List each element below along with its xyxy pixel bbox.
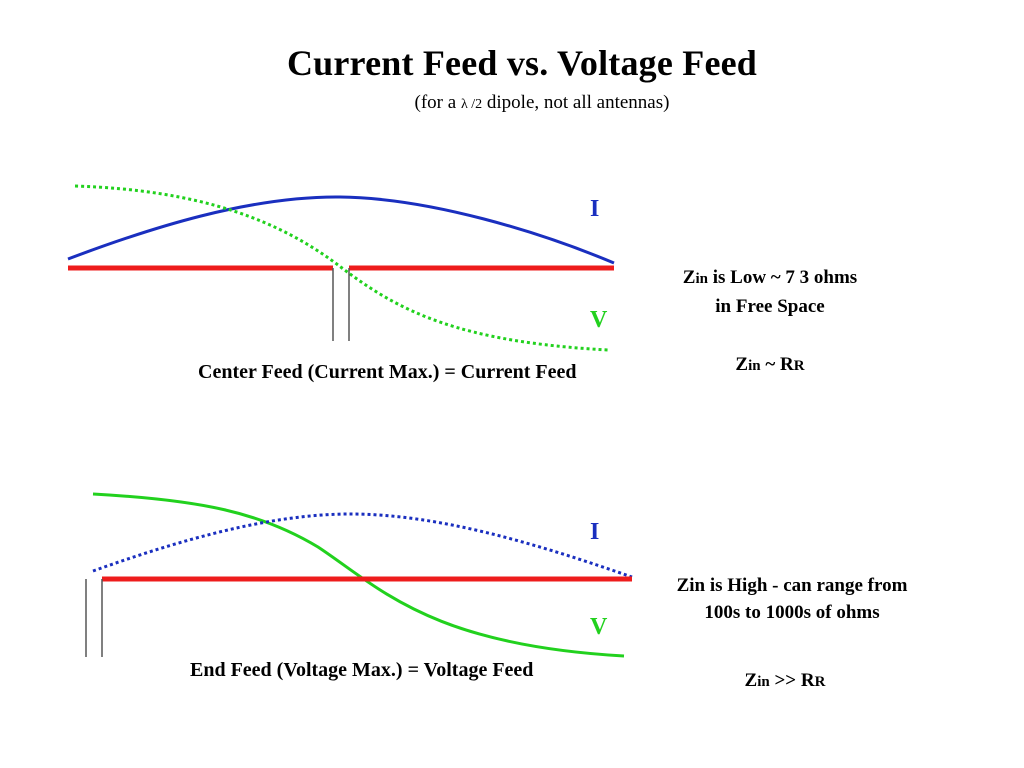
in-subscript: in — [695, 271, 708, 287]
center-voltage-label: V — [590, 307, 608, 333]
lambda-symbol: λ /2 — [460, 97, 483, 112]
end-current-curve — [92, 512, 633, 579]
z-symbol: Z — [682, 267, 696, 288]
end-feed-diagram — [85, 492, 633, 658]
end-voltage-curve — [92, 492, 625, 658]
center-feed-diagram — [67, 184, 615, 352]
center-note-line1-text: is Low ~ 7 3 ohms — [707, 267, 858, 288]
center-feed-caption: Center Feed (Current Max.) = Current Fee… — [198, 361, 577, 383]
z-symbol: Z — [735, 354, 749, 375]
center-note-line1: Zin is Low ~ 7 3 ohms — [640, 264, 900, 293]
relation-operator: >> R — [769, 670, 815, 691]
center-feed-note: Zin is Low ~ 7 3 ohms in Free Space — [640, 264, 900, 320]
end-current-label: I — [590, 519, 600, 545]
end-feed-note: Zin is High - can range from 100s to 100… — [642, 572, 942, 626]
in-subscript: in — [757, 674, 770, 690]
subtitle-prefix: (for a — [414, 92, 461, 113]
center-voltage-curve — [74, 184, 609, 352]
in-subscript: in — [748, 358, 761, 374]
subtitle-suffix: dipole, not all antennas) — [482, 92, 670, 113]
center-note-line2: in Free Space — [715, 296, 825, 317]
center-current-label: I — [590, 196, 600, 222]
r-subscript: R — [793, 358, 805, 374]
z-symbol: Z — [744, 670, 758, 691]
end-note-line1: Zin is High - can range from — [676, 575, 908, 596]
center-current-curve — [67, 195, 615, 265]
end-voltage-label: V — [590, 614, 608, 640]
end-note-line2: 100s to 1000s of ohms — [704, 602, 880, 623]
end-feed-relation: Zin >> RR — [655, 667, 915, 696]
page-subtitle: (for a λ /2 dipole, not all antennas) — [0, 92, 1024, 114]
relation-operator: ~ R — [760, 354, 794, 375]
r-subscript: R — [814, 674, 826, 690]
page-title: Current Feed vs. Voltage Feed — [286, 43, 758, 83]
end-feed-caption: End Feed (Voltage Max.) = Voltage Feed — [190, 659, 534, 681]
center-feed-relation: Zin ~ RR — [640, 351, 900, 380]
